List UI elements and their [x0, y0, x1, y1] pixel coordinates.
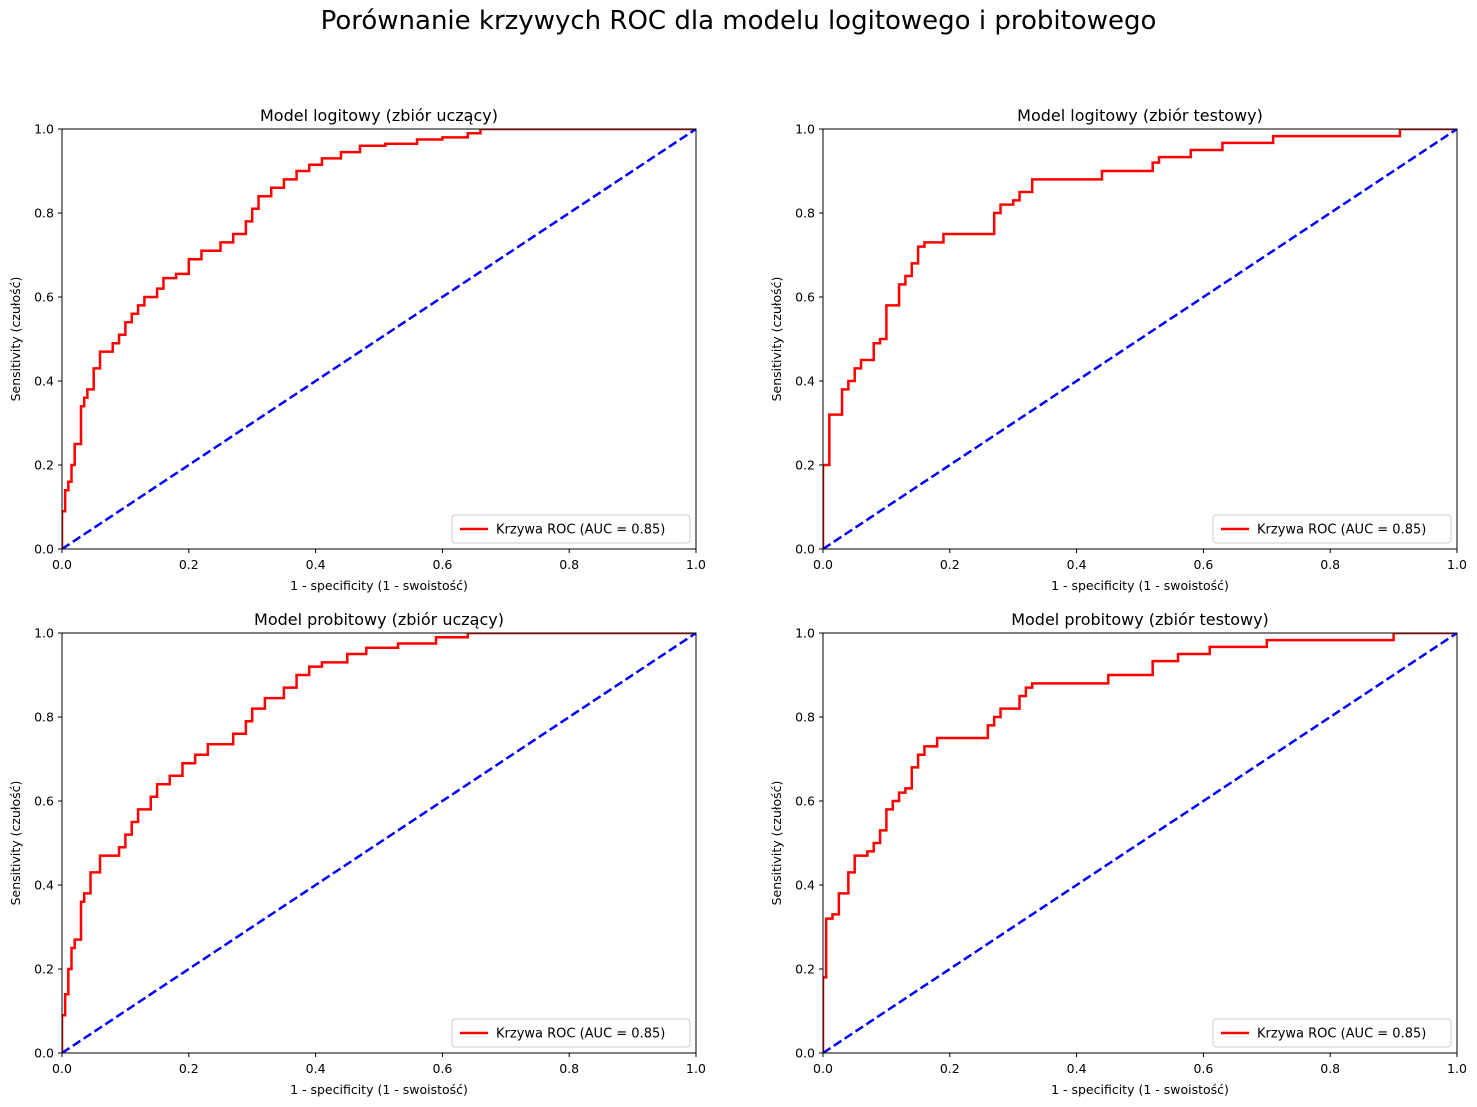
y-tick-label: 0.2 [795, 458, 815, 473]
plot-area [62, 129, 696, 549]
axes-frame [822, 128, 1458, 550]
x-axis-label: 1 - specificity (1 - swoistość) [290, 1082, 468, 1097]
x-axis-label: 1 - specificity (1 - swoistość) [1051, 578, 1229, 593]
roc-curve-line [62, 633, 696, 1053]
chart-panel-1: 0.0 0.2 0.4 0.6 0.8 1.0 0.0 0.2 0.4 0.6 0.8 1.0 Mode… [8, 106, 706, 593]
x-tick-label: 0.4 [1067, 557, 1087, 572]
roc-curve-line [823, 633, 1457, 1053]
y-tick-label: 0.2 [34, 458, 54, 473]
y-tick-label: 1.0 [795, 626, 815, 641]
y-tick-label: 0.8 [34, 206, 54, 221]
y-tick-label: 0.0 [34, 1046, 54, 1061]
chart-panel-4: 0.0 0.2 0.4 0.6 0.8 1.0 0.0 0.2 0.4 0.6 0.8 1.0 Mode… [769, 610, 1467, 1097]
x-axis-label: 1 - specificity (1 - swoistość) [290, 578, 468, 593]
x-tick-label: 0.0 [813, 557, 833, 572]
legend-box [1212, 1018, 1452, 1048]
legend: Krzywa ROC (AUC = 0.85) [1212, 1018, 1452, 1048]
chart-title: Model probitowy (zbiór testowy) [1011, 610, 1269, 629]
legend-entry: Krzywa ROC (AUC = 0.85) [1257, 523, 1426, 538]
y-axis-label: Sensitivity (czułość) [769, 781, 784, 906]
y-tick-label: 0.8 [795, 206, 815, 221]
y-tick-label: 0.0 [795, 1046, 815, 1061]
x-tick-label: 1.0 [686, 1061, 706, 1076]
legend: Krzywa ROC (AUC = 0.85) [451, 1018, 691, 1048]
y-axis-label: Sensitivity (czułość) [8, 781, 23, 906]
legend: Krzywa ROC (AUC = 0.85) [451, 514, 691, 544]
x-tick-label: 0.2 [179, 557, 199, 572]
y-tick-label: 0.2 [795, 962, 815, 977]
chart-title: Model logitowy (zbiór testowy) [1017, 106, 1263, 125]
x-tick-label: 0.6 [432, 1061, 452, 1076]
y-tick-label: 0.8 [34, 710, 54, 725]
y-tick-label: 0.0 [795, 542, 815, 557]
y-axis-label: Sensitivity (czułość) [8, 277, 23, 402]
x-tick-label: 0.6 [432, 557, 452, 572]
x-tick-label: 0.8 [559, 1061, 579, 1076]
y-tick-label: 0.6 [795, 794, 815, 809]
figure-title: Porównanie krzywych ROC dla modelu logit… [320, 6, 1157, 36]
chart-panel-2: 0.0 0.2 0.4 0.6 0.8 1.0 0.0 0.2 0.4 0.6 0.8 1.0 Mode… [769, 106, 1467, 593]
chart-panel-3: 0.0 0.2 0.4 0.6 0.8 1.0 0.0 0.2 0.4 0.6 0.8 1.0 Mode… [8, 610, 706, 1097]
plot-area [62, 633, 696, 1053]
x-axis-label: 1 - specificity (1 - swoistość) [1051, 1082, 1229, 1097]
legend-entry: Krzywa ROC (AUC = 0.85) [1257, 1027, 1426, 1042]
roc-curve-line [62, 129, 696, 549]
x-tick-label: 1.0 [1447, 557, 1467, 572]
chart-title: Model logitowy (zbiór uczący) [260, 106, 498, 125]
x-tick-label: 0.0 [813, 1061, 833, 1076]
x-tick-label: 0.0 [52, 557, 72, 572]
x-tick-label: 0.0 [52, 1061, 72, 1076]
axes-frame [61, 632, 697, 1054]
plot-area [823, 129, 1457, 549]
y-tick-label: 1.0 [34, 122, 54, 137]
diagonal-reference-line [823, 633, 1457, 1053]
y-tick-label: 0.6 [34, 794, 54, 809]
legend-box [451, 514, 691, 544]
y-tick-label: 0.4 [34, 374, 54, 389]
diagonal-reference-line [62, 633, 696, 1053]
diagonal-reference-line [823, 129, 1457, 549]
y-tick-label: 0.2 [34, 962, 54, 977]
y-tick-label: 1.0 [795, 122, 815, 137]
x-tick-label: 0.2 [179, 1061, 199, 1076]
x-tick-label: 0.4 [1067, 1061, 1087, 1076]
x-tick-label: 0.2 [940, 557, 960, 572]
legend-box [451, 1018, 691, 1048]
legend-entry: Krzywa ROC (AUC = 0.85) [496, 1027, 665, 1042]
x-tick-label: 0.2 [940, 1061, 960, 1076]
y-tick-label: 0.4 [795, 374, 815, 389]
legend: Krzywa ROC (AUC = 0.85) [1212, 514, 1452, 544]
y-axis-label: Sensitivity (czułość) [769, 277, 784, 402]
x-tick-label: 0.8 [1320, 1061, 1340, 1076]
chart-title: Model probitowy (zbiór uczący) [254, 610, 504, 629]
x-tick-label: 0.6 [1193, 1061, 1213, 1076]
x-tick-label: 1.0 [1447, 1061, 1467, 1076]
x-tick-label: 0.4 [306, 1061, 326, 1076]
x-tick-label: 0.6 [1193, 557, 1213, 572]
y-tick-label: 0.6 [795, 290, 815, 305]
x-tick-label: 0.8 [1320, 557, 1340, 572]
x-tick-label: 1.0 [686, 557, 706, 572]
y-tick-label: 0.4 [34, 878, 54, 893]
y-tick-label: 0.4 [795, 878, 815, 893]
plot-area [823, 633, 1457, 1053]
diagonal-reference-line [62, 129, 696, 549]
y-tick-label: 0.0 [34, 542, 54, 557]
y-tick-label: 1.0 [34, 626, 54, 641]
legend-entry: Krzywa ROC (AUC = 0.85) [496, 523, 665, 538]
legend-box [1212, 514, 1452, 544]
roc-curve-line [823, 129, 1457, 549]
axes-frame [822, 632, 1458, 1054]
x-tick-label: 0.4 [306, 557, 326, 572]
x-tick-label: 0.8 [559, 557, 579, 572]
axes-frame [61, 128, 697, 550]
y-tick-label: 0.8 [795, 710, 815, 725]
y-tick-label: 0.6 [34, 290, 54, 305]
